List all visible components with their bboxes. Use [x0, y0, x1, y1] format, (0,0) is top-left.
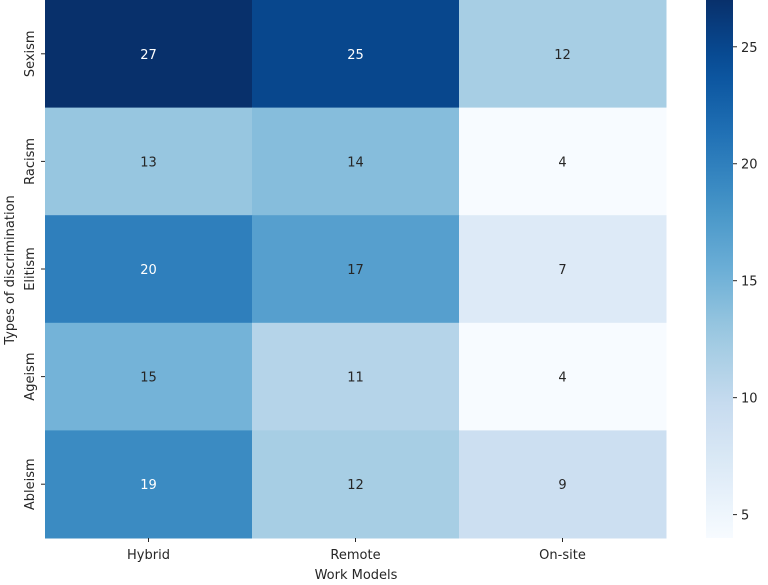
heatmap-cell — [459, 430, 667, 539]
cell-value-label: 4 — [558, 371, 566, 386]
x-axis-ticks: Hybrid Remote On-site — [127, 538, 586, 563]
cell-value-label: 14 — [347, 155, 364, 170]
cell-value-label: 27 — [140, 48, 157, 63]
heatmap-cell — [45, 107, 253, 216]
heatmap-cell — [252, 215, 460, 324]
heatmap-cell — [252, 107, 460, 216]
heatmap-cell — [459, 215, 667, 324]
y-tick-label: Ableism — [23, 458, 38, 510]
cell-value-label: 15 — [140, 371, 157, 386]
heatmap-cell — [252, 322, 460, 431]
cell-value-labels: 27 25 12 13 14 4 20 17 7 15 11 4 19 12 9 — [140, 48, 571, 493]
y-tick-label: Elitism — [23, 247, 38, 291]
y-axis-ticks: Sexism Racism Elitism Ageism Ableism — [23, 30, 45, 510]
cell-value-label: 4 — [558, 155, 566, 170]
heatmap-cell — [252, 430, 460, 539]
heatmap-cell — [45, 430, 253, 539]
cell-value-label: 7 — [558, 263, 566, 278]
cell-value-label: 9 — [558, 478, 566, 493]
cell-value-label: 17 — [347, 263, 364, 278]
colorbar-tick-label: 5 — [741, 509, 749, 524]
heatmap-cells — [45, 0, 667, 539]
cell-value-label: 11 — [347, 371, 364, 386]
cell-value-label: 13 — [140, 155, 157, 170]
y-tick-label: Racism — [23, 138, 38, 185]
cell-value-label: 25 — [347, 48, 364, 63]
colorbar-gradient — [706, 0, 733, 538]
heatmap-cell — [45, 322, 253, 431]
cell-value-label: 12 — [347, 478, 364, 493]
x-tick-label: Hybrid — [127, 548, 170, 563]
cell-value-label: 19 — [140, 478, 157, 493]
colorbar-tick-label: 25 — [741, 41, 758, 56]
colorbar: 5 10 15 20 25 — [706, 0, 758, 538]
colorbar-tick-label: 20 — [741, 158, 758, 173]
heatmap-cell — [459, 0, 667, 109]
x-axis-label: Work Models — [315, 568, 398, 580]
x-tick-label: On-site — [539, 548, 586, 563]
cell-value-label: 20 — [140, 263, 157, 278]
colorbar-tick-label: 10 — [741, 392, 758, 407]
x-tick-label: Remote — [330, 548, 380, 563]
heatmap-cell — [45, 0, 253, 109]
heatmap-cell — [45, 215, 253, 324]
y-tick-label: Sexism — [23, 30, 38, 77]
heatmap-cell — [459, 322, 667, 431]
y-axis-label: Types of discrimination — [3, 195, 18, 346]
heatmap-cell — [252, 0, 460, 109]
heatmap-cell — [459, 107, 667, 216]
y-tick-label: Ageism — [23, 352, 38, 400]
cell-value-label: 12 — [554, 48, 571, 63]
colorbar-tick-label: 15 — [741, 275, 758, 290]
